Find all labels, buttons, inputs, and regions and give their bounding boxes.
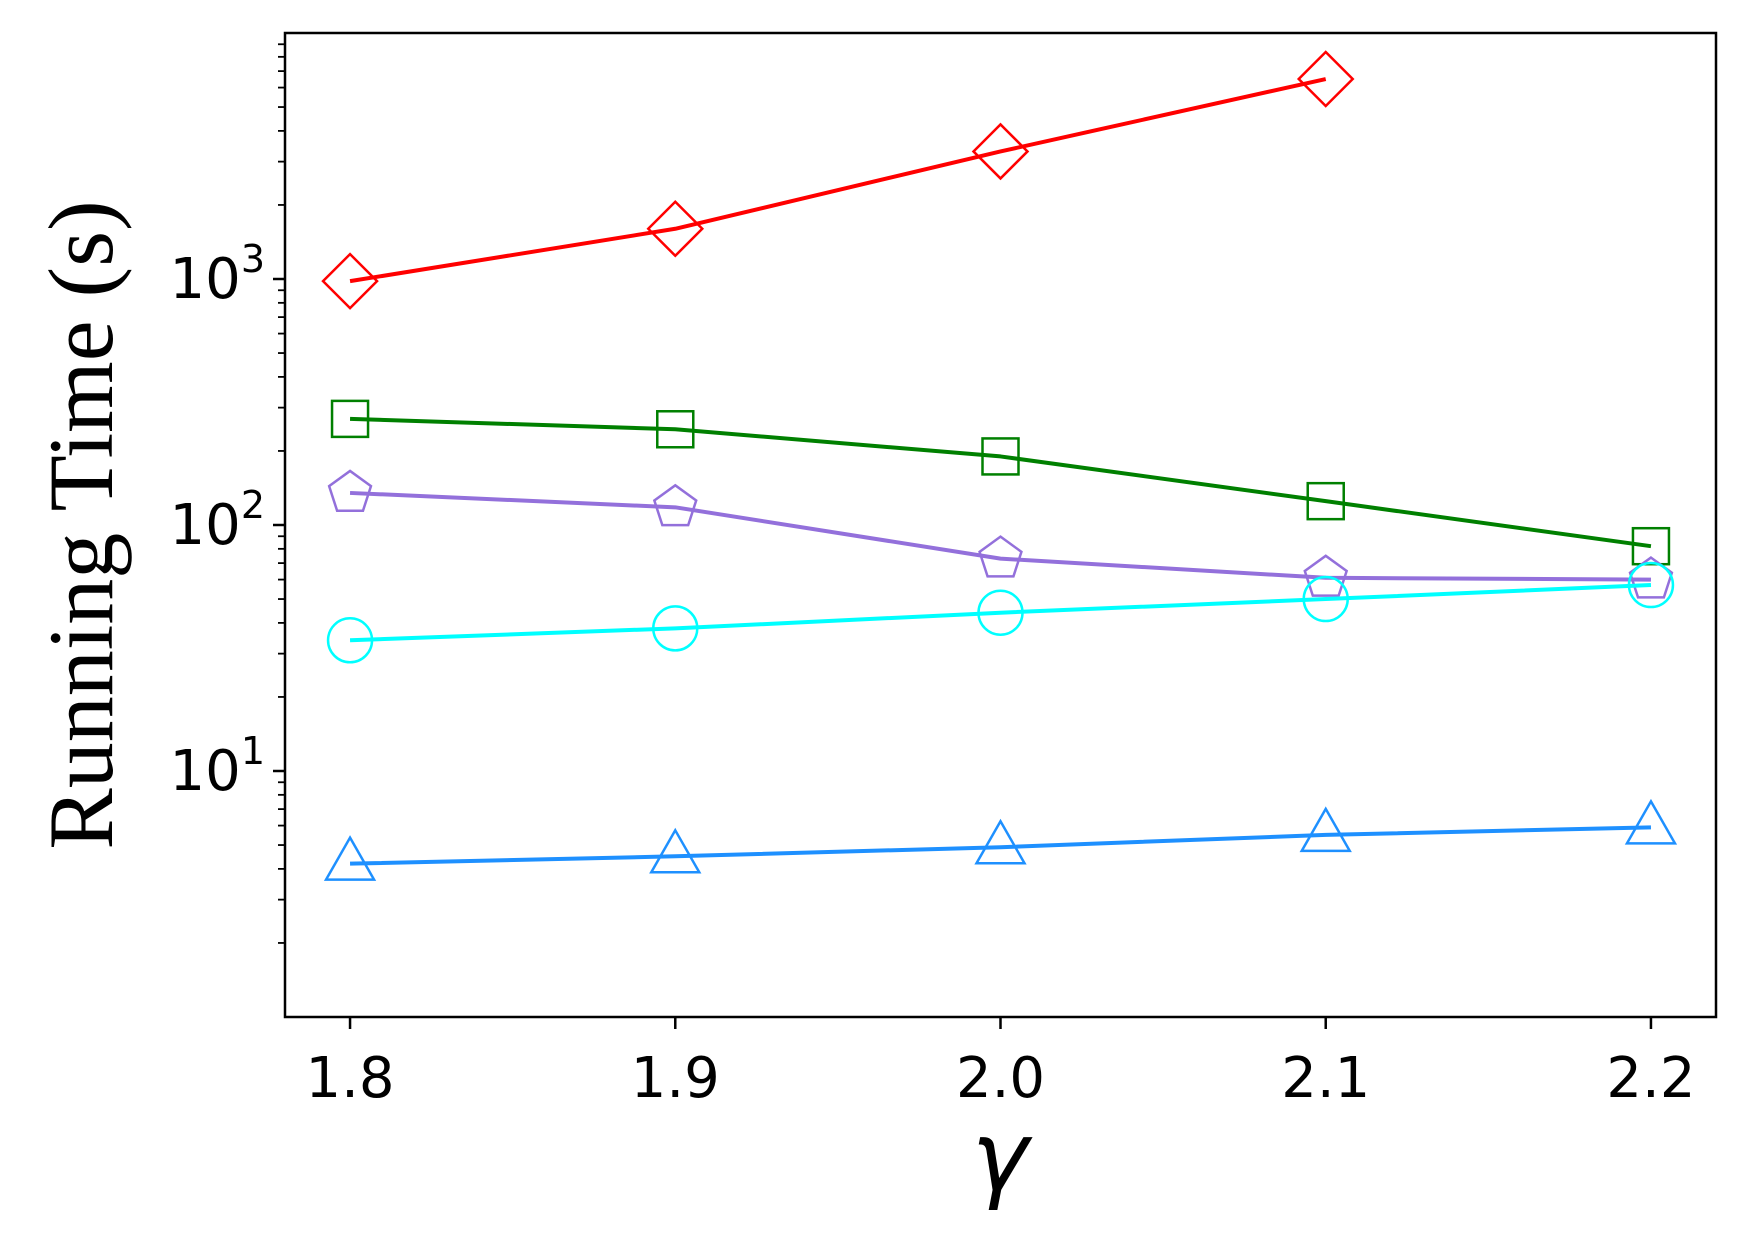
square-marker <box>981 437 1020 476</box>
y-tick-label: 101 <box>170 729 265 804</box>
x-tick-label: 1.9 <box>631 1046 720 1111</box>
y-axis-label: Running Time (s) <box>30 200 132 849</box>
plot-background <box>285 33 1716 1017</box>
x-tick-label: 2.0 <box>956 1046 1045 1111</box>
pentagon-marker <box>1303 554 1349 597</box>
diamond-marker <box>646 200 705 258</box>
square-marker <box>1306 481 1345 521</box>
series-diamond <box>321 50 1355 310</box>
series-line <box>349 490 1651 582</box>
series-line <box>349 77 1327 284</box>
triangle-marker <box>974 818 1027 865</box>
triangle-marker <box>1624 798 1678 845</box>
series-circle <box>326 561 1675 664</box>
y-tick-label: 102 <box>170 483 265 558</box>
series-line <box>350 825 1652 866</box>
circle-marker <box>652 605 699 652</box>
y-tick-label: 103 <box>170 237 265 312</box>
x-tick-label: 2.2 <box>1606 1046 1695 1111</box>
triangle-marker <box>1299 806 1352 853</box>
x-axis-label: γ <box>972 1101 1033 1213</box>
circle-marker <box>1627 561 1675 609</box>
series-line <box>349 416 1652 549</box>
x-tick-label: 1.8 <box>306 1046 395 1111</box>
square-marker <box>656 410 695 449</box>
series-layer <box>321 50 1678 881</box>
circle-marker <box>1302 575 1349 623</box>
pentagon-marker <box>652 483 698 527</box>
pentagon-marker <box>978 535 1023 578</box>
series-square <box>330 399 1671 566</box>
axis-layer: 1.8 1.9 2.0 2.1 2.2 101 102 103 <box>170 43 1695 1111</box>
triangle-marker <box>323 835 377 881</box>
circle-marker <box>977 589 1024 636</box>
triangle-marker <box>649 827 702 874</box>
square-marker <box>330 399 370 439</box>
circle-marker <box>326 617 374 664</box>
diamond-marker <box>321 252 379 310</box>
diamond-marker <box>1296 50 1355 108</box>
series-triangle <box>323 798 1678 881</box>
diamond-marker <box>971 122 1030 181</box>
pentagon-marker <box>327 469 373 512</box>
x-tick-label: 2.1 <box>1281 1046 1370 1111</box>
series-line <box>349 583 1652 643</box>
